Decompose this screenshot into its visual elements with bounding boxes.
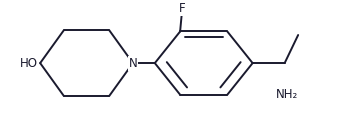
Text: N: N <box>129 57 137 70</box>
Text: NH₂: NH₂ <box>276 88 299 101</box>
Text: F: F <box>178 2 185 15</box>
Text: HO: HO <box>20 57 38 70</box>
